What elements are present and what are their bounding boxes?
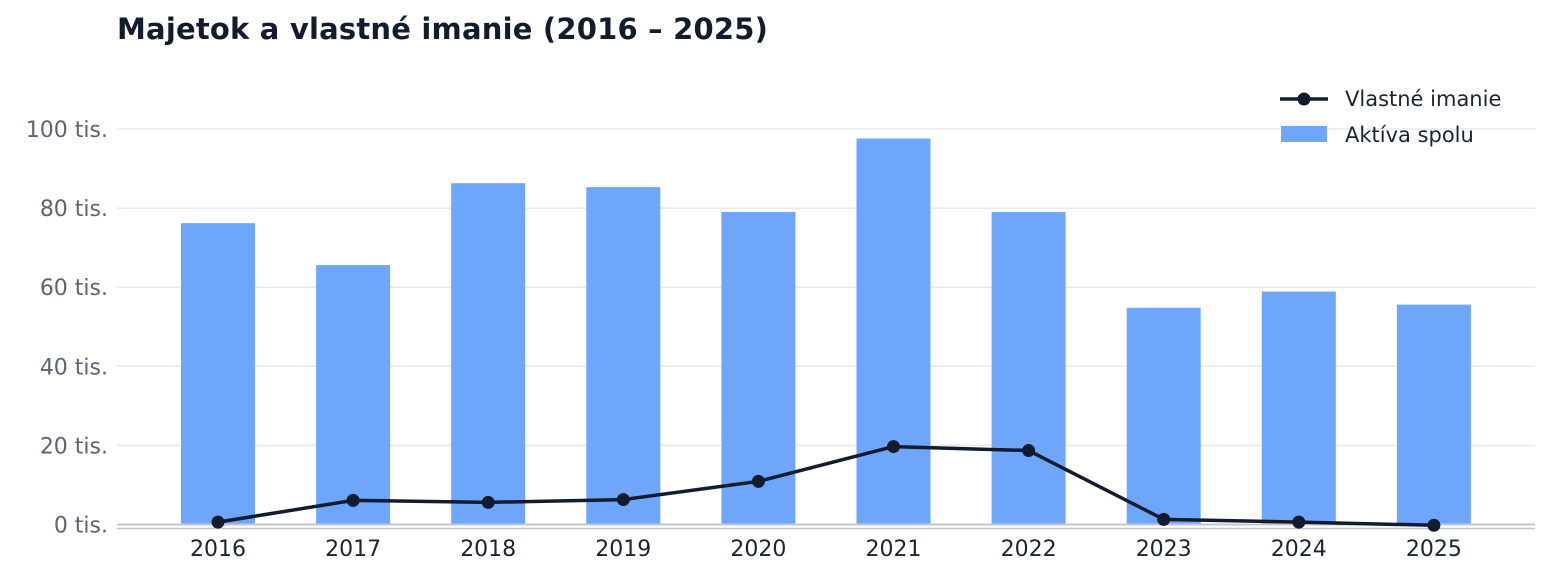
- x-tick-label: 2018: [460, 537, 516, 562]
- bar: [586, 187, 661, 525]
- bar: [856, 138, 931, 525]
- bar: [1261, 291, 1336, 525]
- x-axis-ticks: 2016 2017 2018 2019 2020 2021 2022 2023 2024 2025: [190, 537, 1462, 562]
- y-tick-label: 80 tis.: [40, 197, 108, 222]
- y-tick-label: 40 tis.: [40, 355, 108, 380]
- y-axis-ticks: 0 tis. 20 tis. 40 tis. 60 tis. 80 tis. 100 ti…: [26, 118, 108, 539]
- x-axis: [117, 523, 1535, 530]
- x-tick-label: 2023: [1136, 537, 1192, 562]
- bar: [1396, 304, 1471, 525]
- legend-label-aktiva: Aktíva spolu: [1345, 123, 1474, 147]
- line-point: [751, 474, 765, 488]
- legend: Vlastné imanie Aktíva spolu: [1280, 87, 1501, 147]
- x-tick-label: 2024: [1271, 537, 1327, 562]
- line-series-vlastne-imanie: [211, 440, 1441, 532]
- line-point: [1157, 512, 1171, 526]
- bar: [451, 183, 526, 525]
- bar: [991, 212, 1066, 525]
- line-point: [1022, 444, 1036, 458]
- bar: [181, 223, 255, 525]
- x-tick-label: 2019: [595, 537, 651, 562]
- y-tick-label: 100 tis.: [26, 118, 108, 143]
- line-point: [346, 493, 360, 507]
- chart-title: Majetok a vlastné imanie (2016 – 2025): [117, 12, 769, 46]
- x-tick-label: 2016: [190, 537, 246, 562]
- line-point: [211, 515, 225, 529]
- legend-label-vlastne-imanie: Vlastné imanie: [1345, 87, 1501, 111]
- bar: [721, 212, 796, 525]
- y-tick-label: 0 tis.: [54, 514, 108, 539]
- line-point: [887, 440, 900, 454]
- line-path: [217, 444, 1434, 528]
- x-tick-label: 2022: [1001, 537, 1057, 562]
- legend-bar-swatch: [1281, 126, 1327, 142]
- x-tick-label: 2021: [866, 537, 922, 562]
- x-tick-label: 2025: [1406, 537, 1462, 562]
- y-tick-label: 20 tis.: [40, 434, 108, 459]
- legend-line-marker: [1297, 92, 1311, 106]
- bar-series-aktiva: [181, 138, 1471, 525]
- y-tick-label: 60 tis.: [40, 276, 108, 301]
- line-point: [1427, 518, 1441, 532]
- line-point: [1292, 515, 1306, 529]
- bar: [1126, 307, 1201, 525]
- x-tick-label: 2017: [325, 537, 381, 562]
- line-point: [616, 493, 630, 507]
- bar: [316, 265, 391, 525]
- x-tick-label: 2020: [730, 537, 786, 562]
- line-point: [481, 495, 495, 509]
